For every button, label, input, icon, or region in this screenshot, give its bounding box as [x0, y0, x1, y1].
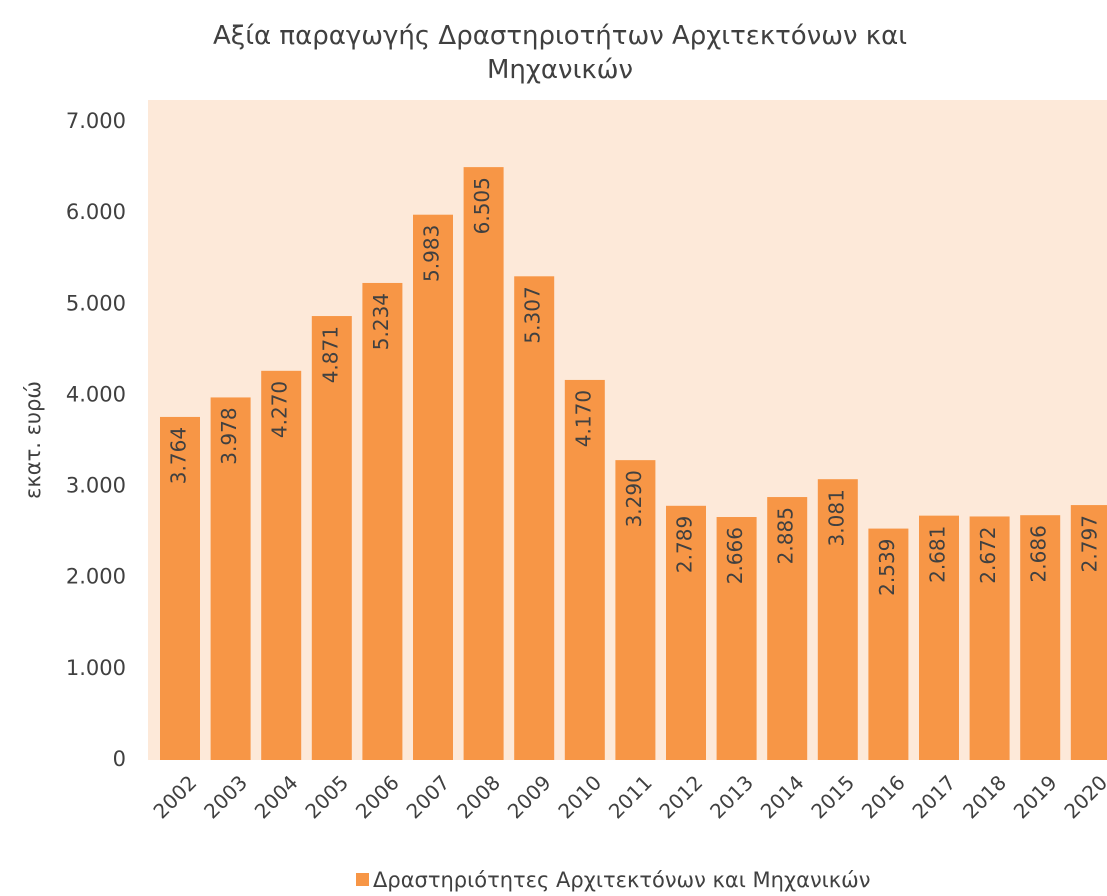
data-label: 2.539	[875, 539, 899, 596]
y-tick-label: 2.000	[66, 565, 126, 589]
bar	[615, 460, 656, 760]
x-tick-label: 2020	[1059, 770, 1107, 823]
bar	[413, 214, 453, 761]
data-label: 2.681	[926, 526, 950, 583]
bar	[210, 397, 251, 760]
x-tick-label: 2013	[705, 770, 758, 823]
data-label: 3.764	[167, 427, 191, 484]
legend-label: Δραστηριότητες Αρχιτεκτόνων και Μηχανικώ…	[373, 868, 870, 892]
x-tick-label: 2012	[654, 770, 707, 823]
bar	[1070, 505, 1107, 760]
data-label: 2.666	[723, 527, 747, 584]
y-tick-label: 5.000	[66, 291, 126, 315]
y-tick-label: 4.000	[66, 382, 126, 406]
bar	[767, 497, 808, 760]
data-label: 2.686	[1027, 525, 1051, 582]
data-label: 3.081	[824, 489, 848, 546]
y-tick-label: 3.000	[66, 474, 126, 498]
x-tick-label: 2018	[958, 770, 1011, 823]
bar	[919, 515, 959, 760]
bar	[666, 505, 706, 760]
y-tick-label: 1.000	[66, 656, 126, 680]
title-line: Αξία παραγωγής Δραστηριοτήτων Αρχιτεκτόν…	[213, 21, 907, 51]
bar	[564, 379, 605, 760]
x-tick-label: 2019	[1009, 770, 1062, 823]
y-axis-label: εκατ. ευρώ	[21, 381, 45, 499]
x-tick-label: 2006	[351, 770, 404, 823]
x-tick-label: 2004	[250, 770, 303, 823]
x-tick-label: 2009	[503, 770, 556, 823]
data-label: 2.885	[774, 507, 798, 564]
bar	[514, 276, 555, 760]
data-label: 5.234	[369, 293, 393, 350]
legend-swatch	[356, 873, 369, 886]
x-tick-label: 2010	[553, 770, 606, 823]
bars: 3.764 3.978 4.270 4.871 5.234 5.983 6.505 5.307…	[160, 167, 1107, 761]
x-tick-label: 2014	[756, 770, 809, 823]
x-tick-label: 2008	[452, 770, 505, 823]
bar	[817, 479, 858, 760]
bar	[261, 370, 302, 760]
y-tick-label: 0	[113, 747, 126, 771]
bar	[969, 516, 1010, 760]
data-label: 3.290	[622, 470, 646, 527]
x-tick-label: 2005	[300, 770, 353, 823]
chart-title: Αξία παραγωγής Δραστηριοτήτων Αρχιτεκτόν…	[213, 21, 907, 85]
bar	[716, 517, 757, 760]
x-tick-label: 2011	[604, 770, 657, 823]
data-label: 6.505	[470, 177, 494, 234]
data-label: 2.797	[1077, 515, 1101, 572]
x-tick-label: 2007	[401, 770, 454, 823]
x-tick-label: 2003	[199, 770, 252, 823]
data-label: 4.270	[268, 381, 292, 438]
data-label: 5.983	[420, 225, 444, 282]
y-tick-label: 6.000	[66, 200, 126, 224]
title-line: Μηχανικών	[487, 55, 633, 85]
x-tick-label: 2015	[806, 770, 859, 823]
data-label: 2.789	[673, 516, 697, 573]
bar	[463, 167, 504, 760]
data-label: 3.978	[217, 407, 241, 464]
x-tick-label: 2017	[907, 770, 960, 823]
bar	[160, 416, 200, 760]
y-tick-label: 7.000	[66, 109, 126, 133]
data-label: 2.672	[976, 526, 1000, 583]
data-label: 4.170	[571, 390, 595, 447]
bar	[1020, 515, 1061, 760]
x-tick-label: 2002	[148, 770, 201, 823]
data-label: 4.871	[318, 326, 342, 383]
x-tick-label: 2016	[857, 770, 910, 823]
bar	[362, 282, 403, 760]
bar	[868, 528, 909, 760]
data-label: 5.307	[521, 286, 545, 343]
bar	[311, 316, 352, 760]
